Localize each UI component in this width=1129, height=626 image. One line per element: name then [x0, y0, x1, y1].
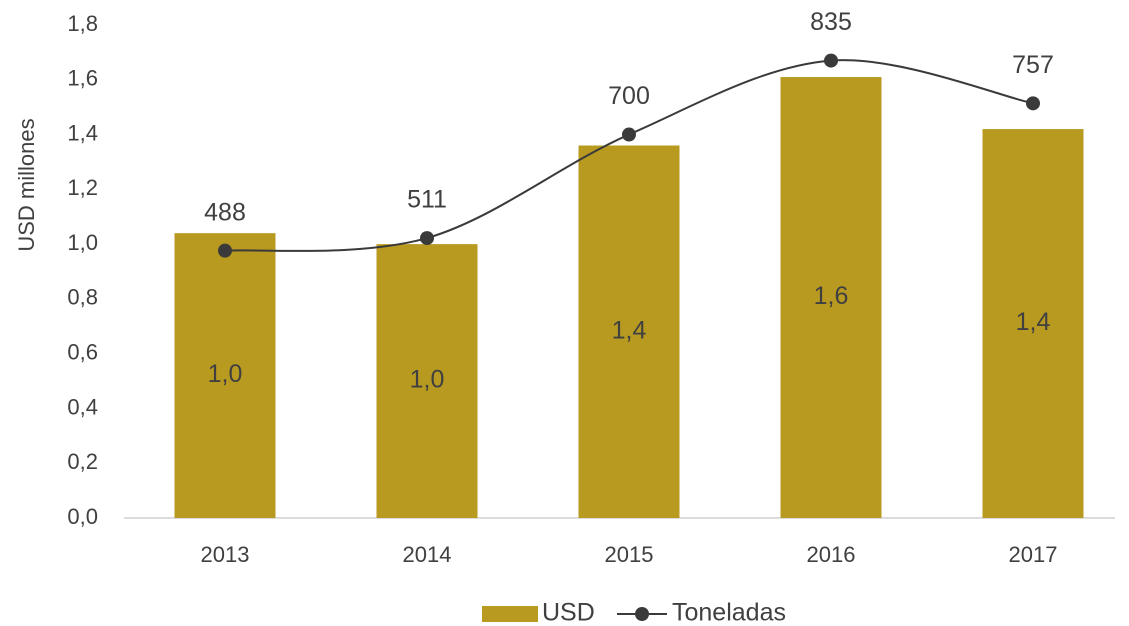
y-tick-label: 1,8 [67, 11, 98, 36]
x-tick-label: 2017 [1009, 542, 1058, 567]
line-marker [218, 243, 232, 258]
x-tick-label: 2013 [201, 542, 250, 567]
y-tick-label: 0,0 [67, 504, 98, 529]
bar [174, 233, 276, 518]
y-tick-label: 0,6 [67, 339, 98, 364]
legend-label: USD [542, 599, 595, 626]
line-value-label: 700 [608, 82, 650, 110]
bar-value-label: 1,6 [814, 282, 849, 310]
y-tick-label: 1,2 [67, 175, 98, 200]
x-tick-label: 2015 [605, 542, 654, 567]
bar-value-label: 1,4 [612, 316, 647, 344]
y-tick-label: 0,8 [67, 285, 98, 310]
legend-swatch [635, 607, 649, 621]
bar [780, 77, 882, 519]
line-marker [1026, 96, 1040, 111]
bar [376, 244, 478, 518]
line-marker [420, 231, 434, 246]
bar-value-label: 1,0 [208, 360, 243, 388]
x-tick-label: 2016 [807, 542, 856, 567]
x-tick-label: 2014 [403, 542, 452, 567]
bar [982, 129, 1084, 519]
line-value-label: 835 [810, 8, 852, 36]
legend-swatch [482, 606, 538, 622]
line-value-label: 511 [407, 186, 447, 214]
y-tick-label: 1,0 [67, 230, 98, 255]
line-marker [622, 127, 636, 142]
y-tick-label: 1,6 [67, 66, 98, 91]
y-tick-label: 0,4 [67, 394, 98, 419]
line-marker [824, 53, 838, 68]
y-tick-label: 0,2 [67, 449, 98, 474]
y-tick-label: 1,4 [67, 120, 98, 145]
bar-value-label: 1,0 [410, 366, 445, 394]
line-value-label: 488 [204, 198, 246, 226]
bar-value-label: 1,4 [1016, 308, 1051, 336]
y-axis-title: USD millones [14, 118, 39, 251]
line-value-label: 757 [1012, 51, 1054, 79]
legend-label: Toneladas [672, 599, 786, 626]
bar [578, 145, 680, 518]
